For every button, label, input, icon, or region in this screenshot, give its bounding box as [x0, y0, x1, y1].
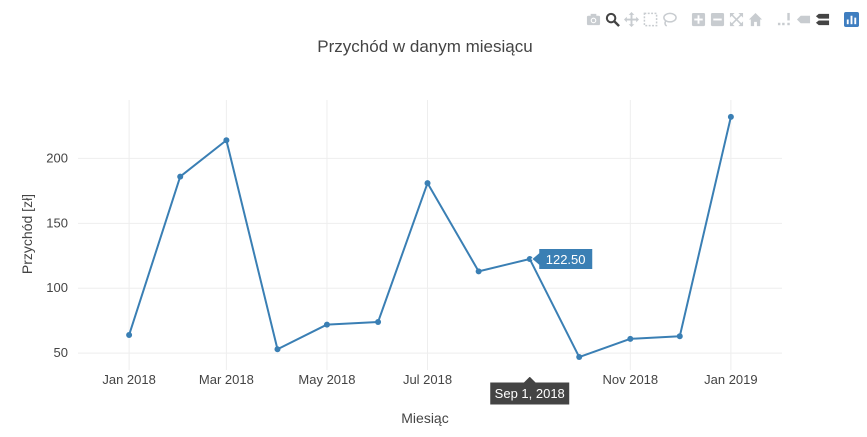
zoom-in-icon	[691, 12, 706, 26]
spike-lines-button[interactable]	[775, 9, 794, 29]
reset-axes-button[interactable]	[746, 9, 765, 29]
lasso-select-icon	[663, 12, 677, 27]
data-point	[323, 321, 330, 328]
camera-button[interactable]	[584, 9, 603, 29]
pan-button[interactable]	[622, 9, 641, 29]
y-tick-label: 100	[46, 280, 68, 295]
data-point	[627, 335, 634, 342]
zoom-icon	[605, 12, 620, 27]
y-tick-label: 50	[54, 345, 68, 360]
data-point	[424, 180, 431, 187]
hover-compare-icon	[815, 13, 830, 25]
autoscale-button[interactable]	[727, 9, 746, 29]
x-tick-label: Jan 2019	[704, 372, 758, 387]
axis-layer: 50 100 150 200 Jan 2018 Mar 2018 May 2018 Jul 2…	[46, 150, 757, 387]
x-tick-label: Nov 2018	[602, 372, 658, 387]
modebar-group	[689, 9, 765, 29]
hover-layer: 122.50 Sep 1, 2018	[489, 248, 594, 406]
modebar-group	[842, 9, 861, 29]
box-select-icon	[643, 12, 658, 26]
hover-x-label: Sep 1, 2018	[495, 386, 565, 401]
data-point	[223, 137, 230, 144]
zoom-out-button[interactable]	[708, 9, 727, 29]
x-tick-label: Mar 2018	[199, 372, 254, 387]
data-point	[576, 354, 583, 361]
data-point	[727, 113, 734, 120]
hover-x-box	[489, 375, 571, 406]
autoscale-icon	[729, 12, 744, 26]
x-tick-label: Jul 2018	[403, 372, 452, 387]
data-point	[274, 346, 281, 353]
box-select-button[interactable]	[641, 9, 660, 29]
spike-lines-icon	[777, 12, 790, 25]
hover-compare-button[interactable]	[813, 9, 832, 29]
hover-value-box	[530, 248, 594, 271]
y-axis-title: Przychód [zł]	[19, 194, 35, 274]
hover-value-label: 122.50	[546, 252, 586, 267]
data-point	[177, 173, 184, 180]
data-point	[126, 331, 133, 338]
series-line	[128, 116, 732, 359]
x-axis-title: Miesiąc	[401, 410, 448, 426]
lasso-select-button[interactable]	[660, 9, 679, 29]
reset-axes-icon	[748, 12, 763, 26]
zoom-out-icon	[710, 12, 725, 26]
hover-closest-button[interactable]	[794, 9, 813, 29]
chart-title: Przychód w danym miesiącu	[317, 37, 532, 56]
data-point	[475, 268, 482, 275]
data-point	[375, 318, 382, 325]
y-tick-label: 150	[46, 215, 68, 230]
data-point	[526, 256, 533, 263]
camera-icon	[586, 13, 601, 25]
x-tick-label: Jan 2018	[102, 372, 156, 387]
zoom-button[interactable]	[603, 9, 622, 29]
data-point	[676, 333, 683, 340]
zoom-in-button[interactable]	[689, 9, 708, 29]
modebar	[574, 8, 861, 30]
modebar-group	[775, 9, 832, 29]
x-tick-label: May 2018	[298, 372, 355, 387]
pan-icon	[624, 11, 639, 27]
plotly-logo-button[interactable]	[842, 9, 861, 29]
plotly-logo-icon	[844, 11, 859, 27]
grid-layer	[78, 100, 782, 370]
hover-closest-icon	[796, 15, 811, 23]
y-tick-label: 200	[46, 150, 68, 165]
series-layer	[126, 113, 734, 361]
modebar-group	[584, 9, 679, 29]
